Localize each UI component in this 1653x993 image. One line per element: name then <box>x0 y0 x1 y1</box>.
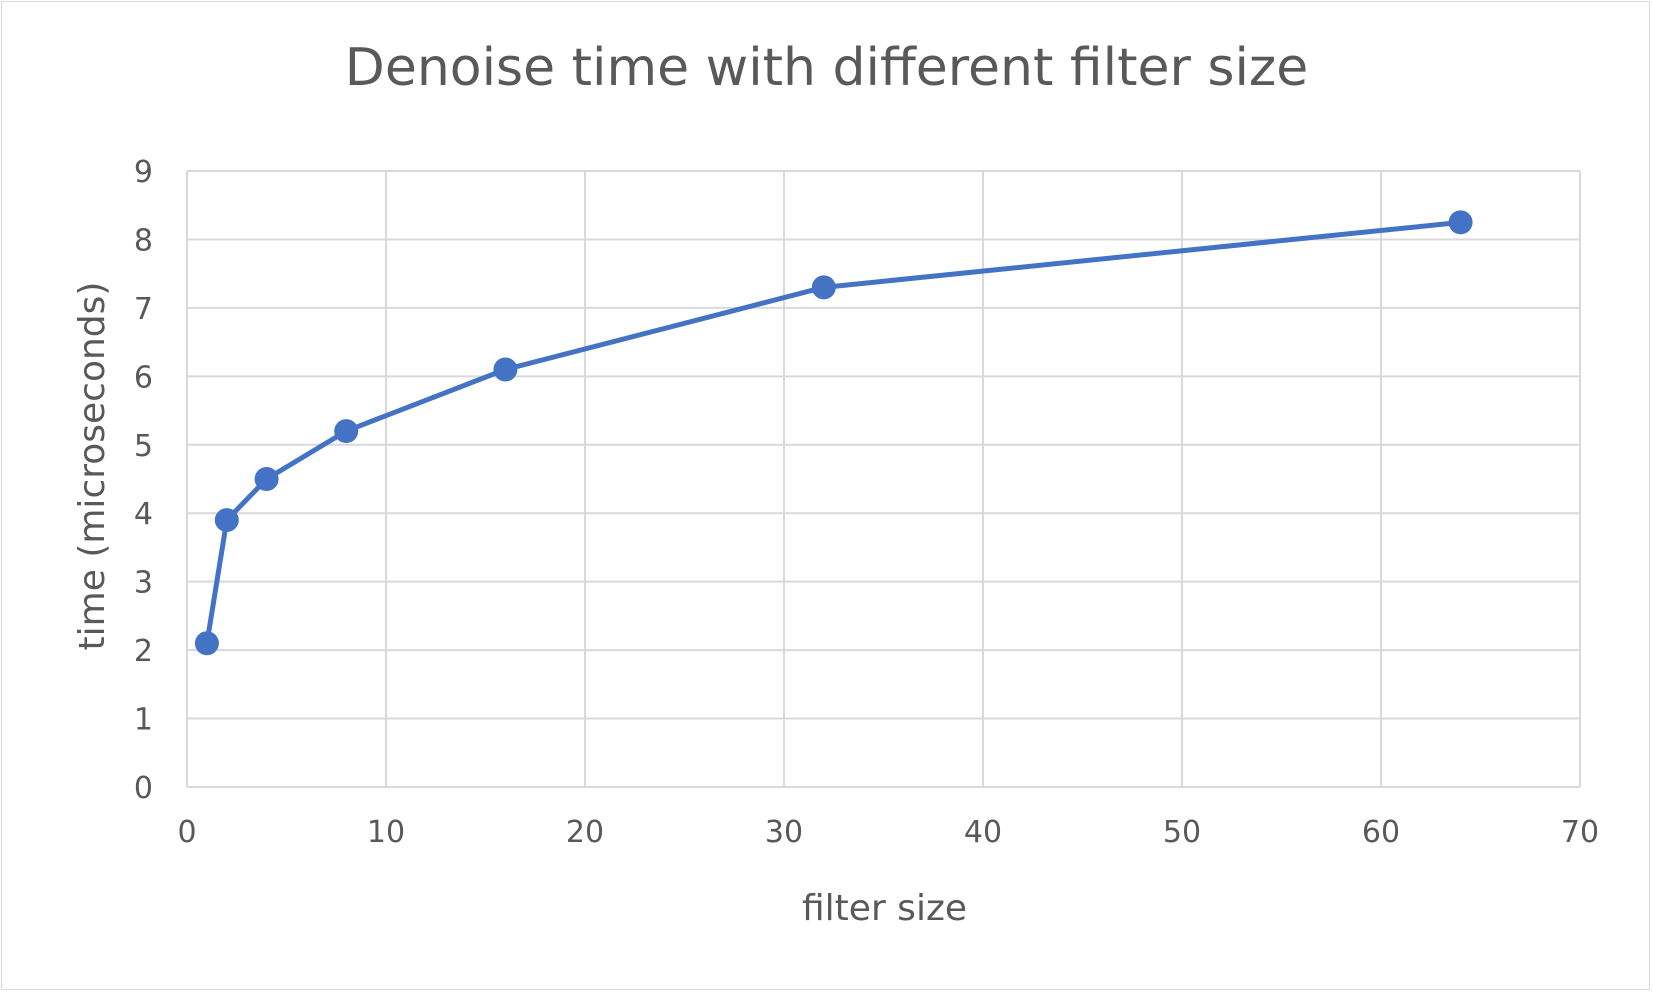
data-point-0-5 <box>811 275 836 300</box>
gridlines <box>186 170 1581 788</box>
y-axis-title: time (microseconds) <box>72 282 113 651</box>
chart-title: Denoise time with different filter size <box>344 38 1309 98</box>
y-tick-label-0: 0 <box>134 771 153 806</box>
data-point-0-6 <box>1448 210 1473 235</box>
y-tick-label-8: 8 <box>134 223 153 258</box>
y-tick-label-4: 4 <box>134 497 153 532</box>
x-tick-labels: 0 10 20 30 40 50 60 70 <box>177 815 1599 850</box>
x-tick-label-0: 0 <box>177 815 196 850</box>
x-tick-label-6: 60 <box>1362 815 1400 850</box>
y-tick-label-6: 6 <box>134 360 153 395</box>
x-tick-label-4: 40 <box>964 815 1002 850</box>
y-tick-label-5: 5 <box>134 429 153 464</box>
data-point-0-3 <box>334 419 359 444</box>
y-tick-label-1: 1 <box>134 703 153 738</box>
x-axis-title: filter size <box>802 888 967 929</box>
x-tick-label-1: 10 <box>367 815 405 850</box>
series-group <box>194 210 1473 656</box>
data-point-0-1 <box>214 508 239 533</box>
x-tick-label-3: 30 <box>765 815 803 850</box>
y-tick-label-2: 2 <box>134 634 153 669</box>
y-tick-label-7: 7 <box>134 292 153 327</box>
x-tick-label-7: 70 <box>1561 815 1599 850</box>
y-tick-label-3: 3 <box>134 566 153 601</box>
data-point-0-2 <box>254 467 279 491</box>
x-tick-label-2: 20 <box>566 815 604 850</box>
y-tick-label-9: 9 <box>134 155 153 190</box>
y-tick-labels: 0 1 2 3 4 5 6 7 8 9 <box>134 155 153 806</box>
data-point-0-0 <box>194 631 219 656</box>
x-tick-label-5: 50 <box>1163 815 1201 850</box>
data-point-0-4 <box>493 357 518 382</box>
